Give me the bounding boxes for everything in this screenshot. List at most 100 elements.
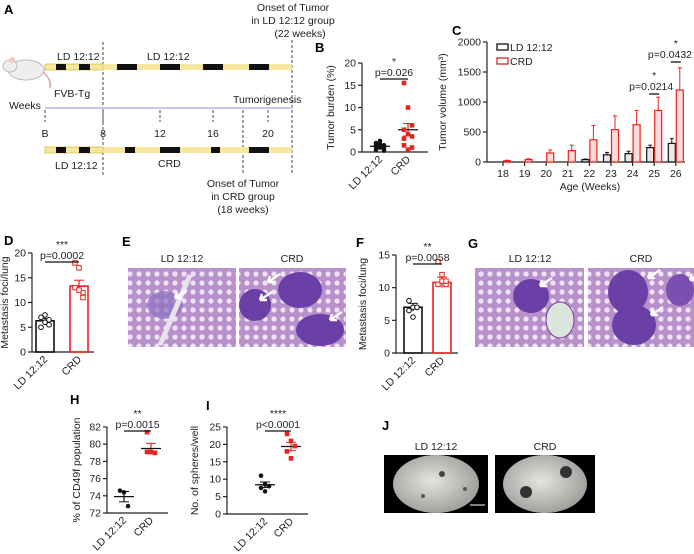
arrow-icon bbox=[646, 268, 661, 280]
data-point bbox=[42, 312, 48, 318]
light-dark-bar-crd bbox=[44, 146, 292, 154]
y-tick-label: 20 bbox=[209, 439, 221, 451]
data-point bbox=[435, 281, 441, 288]
image-e-ld-label: LD 12:12 bbox=[161, 253, 204, 265]
y-axis-label: Tumor burden (%) bbox=[325, 65, 337, 150]
data-point bbox=[117, 488, 123, 493]
data-point bbox=[373, 143, 379, 148]
data-point bbox=[152, 450, 158, 456]
p-value: p=0.0432 bbox=[648, 49, 692, 61]
image-g-crd-label: CRD bbox=[630, 253, 653, 265]
bar-crd bbox=[546, 152, 555, 163]
x-tick-label: 26 bbox=[670, 168, 682, 180]
ld-label-bottom: LD 12:12 bbox=[55, 160, 98, 172]
y-tick-label: 5 bbox=[215, 491, 221, 503]
data-point bbox=[42, 319, 48, 326]
x-tick-label: CRD bbox=[272, 515, 297, 540]
y-tick-label: 10 bbox=[209, 474, 221, 486]
bar-crd bbox=[524, 159, 533, 163]
y-tick-label: 0 bbox=[215, 509, 221, 521]
data-point bbox=[406, 297, 412, 304]
x-tick-label: CRD bbox=[132, 514, 157, 539]
histology-e: LD 12:12 CRD bbox=[128, 253, 346, 347]
bar-ld bbox=[667, 142, 676, 163]
x-axis-label: Age (Weeks) bbox=[560, 181, 621, 193]
data-point bbox=[409, 145, 415, 150]
y-tick-label: 5 bbox=[384, 315, 390, 327]
data-point bbox=[401, 143, 407, 148]
mouse-strain-label: FVB-Tg bbox=[54, 88, 90, 100]
onset-crd-line2: in CRD group bbox=[211, 191, 275, 203]
onset-ld-line3: (22 weeks) bbox=[274, 28, 325, 40]
bar-ld bbox=[581, 159, 590, 163]
week-tick-label: 12 bbox=[154, 128, 166, 140]
data-point bbox=[443, 278, 449, 284]
x-tick-label: 18 bbox=[497, 168, 509, 180]
p-value: p=0.0214 bbox=[629, 81, 673, 93]
data-point bbox=[144, 449, 150, 455]
bar-crd bbox=[432, 281, 452, 354]
bar-ld bbox=[646, 147, 655, 163]
significance-stars: ** bbox=[423, 241, 431, 253]
y-tick-label: 72 bbox=[89, 508, 101, 520]
p-value: p=0.026 bbox=[375, 67, 413, 79]
data-point bbox=[284, 431, 290, 437]
bar-crd bbox=[502, 160, 512, 163]
y-axis-label: Tumor volume (mm³) bbox=[437, 53, 449, 151]
data-point bbox=[258, 473, 264, 479]
arrow-icon bbox=[258, 290, 273, 302]
x-tick-label: LD 12:12 bbox=[90, 515, 129, 554]
data-point bbox=[377, 141, 383, 147]
panel-label-d: D bbox=[4, 233, 13, 248]
data-point bbox=[401, 136, 407, 141]
data-point bbox=[409, 134, 415, 139]
y-axis-label: No. of spheres/well bbox=[189, 426, 201, 515]
y-tick-label: 76 bbox=[89, 473, 101, 485]
data-point bbox=[377, 145, 383, 150]
x-tick-label: CRD bbox=[60, 353, 85, 378]
data-point bbox=[288, 456, 294, 461]
data-point bbox=[121, 490, 127, 495]
p-value: p=0.0058 bbox=[405, 252, 449, 264]
image-e-crd-label: CRD bbox=[281, 253, 304, 265]
axes bbox=[226, 427, 308, 515]
y-tick-label: 20 bbox=[14, 248, 26, 260]
data-point bbox=[406, 307, 412, 314]
light-phase-segment bbox=[44, 146, 104, 154]
chart-spheres: 0 5 10 15 20 25 No. of spheres/well LD 12:12 CRD… bbox=[189, 408, 308, 554]
y-tick-label: 2000 bbox=[458, 37, 482, 49]
data-point bbox=[401, 127, 407, 133]
panel-label-j: J bbox=[382, 418, 389, 433]
onset-crd-line3: (18 weeks) bbox=[217, 204, 268, 216]
legend-swatch-crd bbox=[496, 57, 509, 65]
data-point bbox=[144, 429, 150, 435]
x-tick-label: 22 bbox=[584, 168, 596, 180]
week-tick-label: 16 bbox=[207, 128, 219, 140]
dark-phase-segment bbox=[56, 64, 66, 70]
data-point bbox=[80, 294, 86, 301]
bar-crd bbox=[632, 124, 641, 163]
y-tick-label: 15 bbox=[209, 456, 221, 468]
bar-crd bbox=[567, 150, 576, 163]
arrow-icon bbox=[328, 310, 343, 322]
panel-label-c: C bbox=[452, 23, 462, 38]
y-tick-label: 0 bbox=[350, 147, 356, 159]
chart-cd49f: 72 74 76 78 80 82 % of CD49f population LD 12:1… bbox=[71, 408, 168, 553]
p-value: p=0.0002 bbox=[40, 250, 84, 262]
dark-phase-segment bbox=[249, 147, 269, 153]
data-point bbox=[72, 260, 78, 266]
data-point bbox=[288, 438, 294, 444]
timeline-diagram: Onset of Tumor in LD 12:12 group (22 wee… bbox=[2, 2, 335, 216]
p-value: p=0.0015 bbox=[115, 419, 159, 431]
y-tick-label: 10 bbox=[14, 297, 26, 309]
x-tick-label: LD 12:12 bbox=[346, 154, 385, 193]
x-tick-label: CRD bbox=[389, 153, 414, 178]
legend-swatch-ld bbox=[496, 43, 509, 51]
dark-phase-segment bbox=[125, 147, 135, 153]
light-phase-segment bbox=[104, 147, 292, 153]
chart-tumor-burden: 0 5 10 15 20 Tumor burden (%) LD 12:12 CRD p=0.0… bbox=[325, 56, 428, 192]
legend-label-ld: LD 12:12 bbox=[510, 42, 553, 54]
dark-phase-segment bbox=[56, 147, 66, 153]
dark-phase-segment bbox=[160, 147, 180, 153]
data-point bbox=[262, 482, 268, 487]
